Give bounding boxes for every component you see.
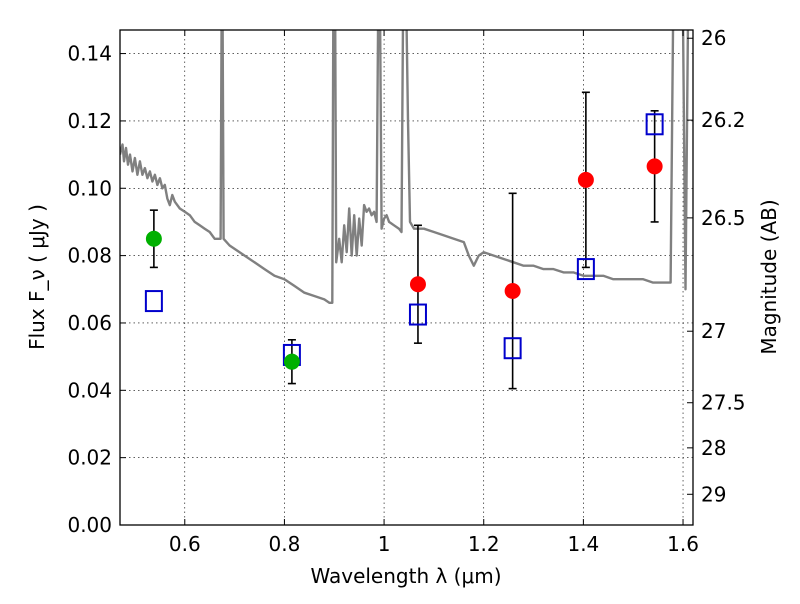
y-tick-label: 0.00 — [67, 513, 112, 537]
model-sed-layer — [120, 30, 690, 304]
x-tick-label: 1 — [378, 532, 391, 556]
observed-point — [577, 171, 594, 188]
y-tick-label: 0.10 — [67, 176, 112, 200]
y2-tick-label: 27 — [701, 319, 726, 343]
y-tick-label: 0.02 — [67, 446, 112, 470]
x-tick-label: 1.6 — [667, 532, 699, 556]
x-tick-label: 1.2 — [468, 532, 500, 556]
x-tick-label: 0.8 — [269, 532, 301, 556]
observed-point — [283, 353, 300, 370]
model-point-square — [645, 113, 664, 136]
y-tick-label: 0.14 — [67, 42, 112, 66]
grid — [120, 30, 693, 525]
plot-background — [120, 30, 693, 525]
y2-tick-label: 29 — [701, 482, 726, 506]
y-tick-label: 0.12 — [67, 109, 112, 133]
x-tick-label: 1.4 — [567, 532, 599, 556]
model-sed-line — [120, 30, 690, 304]
observed-point — [504, 282, 521, 299]
y2-axis-label: Magnitude (AB) — [757, 199, 781, 354]
model-point-square — [576, 258, 595, 281]
markers-layer — [144, 91, 664, 390]
model-point-square — [144, 290, 163, 313]
y-tick-label: 0.06 — [67, 311, 112, 335]
y2-tick-label: 26.5 — [701, 206, 746, 230]
model-point-square — [408, 303, 427, 326]
x-axis-label: Wavelength λ (μm) — [310, 564, 501, 588]
y-tick-label: 0.08 — [67, 244, 112, 268]
plot-frame — [119, 29, 694, 526]
y2-tick-label: 27.5 — [701, 391, 746, 415]
y2-tick-label: 28 — [701, 436, 726, 460]
x-tick-label: 0.6 — [169, 532, 201, 556]
observed-point — [409, 276, 426, 293]
model-point-square — [503, 337, 522, 360]
ticks: 0.6 0.8 1 1.2 1.4 1.6 0.00 0.02 0.04 0.06 0.08 0.10… — [67, 26, 745, 556]
observed-point — [145, 230, 162, 247]
y-axis-label: Flux F_ν ( μJy ) — [25, 204, 49, 350]
observed-point — [646, 158, 663, 175]
y2-tick-label: 26 — [701, 26, 726, 50]
y-tick-label: 0.04 — [67, 378, 112, 402]
y2-tick-label: 26.2 — [701, 108, 746, 132]
